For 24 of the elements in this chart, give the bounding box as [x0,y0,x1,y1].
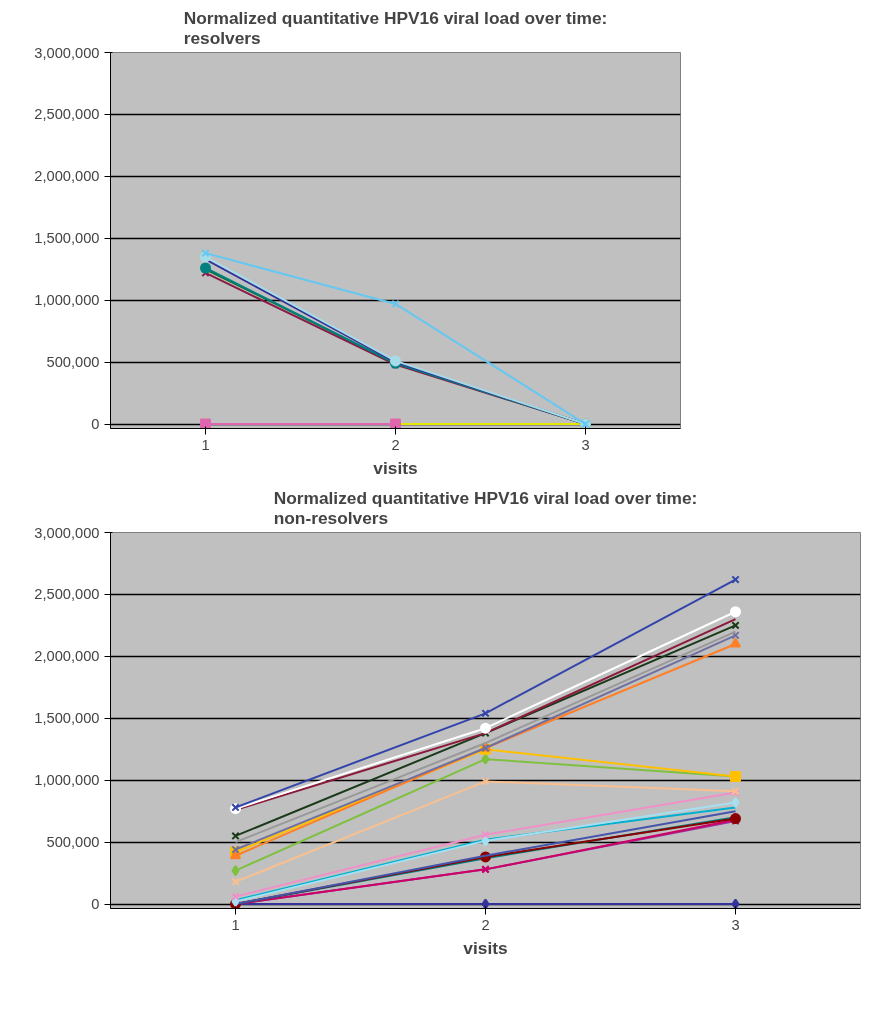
x-tick-label: 1 [231,916,240,933]
y-tick-label: 1,000,000 [34,772,100,789]
x-tick-label: 2 [481,916,490,933]
y-tick-label: 500,000 [46,354,100,371]
y-tick-label: 0 [91,416,100,433]
chart-title: Normalized quantitative HPV16 viral load over time: non-resolvers [273,487,698,528]
y-tick-label: 2,500,000 [34,106,100,123]
y-tick-label: 1,500,000 [34,230,100,247]
chart-title: Normalized quantitative HPV16 viral load over time: resolvers [183,7,608,48]
x-axis-title: visits [463,937,508,958]
y-tick-label: 1,500,000 [34,710,100,727]
y-tick-label: 2,000,000 [34,168,100,185]
y-tick-label: 2,500,000 [34,586,100,603]
x-tick-label: 3 [581,436,590,453]
x-tick-label: 1 [201,436,210,453]
y-tick-label: 3,000,000 [34,44,100,61]
y-tick-label: 3,000,000 [34,524,100,541]
y-tick-label: 2,000,000 [34,648,100,665]
x-tick-label: 2 [391,436,400,453]
x-tick-label: 3 [731,916,740,933]
y-tick-label: 500,000 [46,834,100,851]
y-tick-label: 1,000,000 [34,292,100,309]
x-axis-title: visits [373,457,418,478]
y-tick-label: 0 [91,896,100,913]
